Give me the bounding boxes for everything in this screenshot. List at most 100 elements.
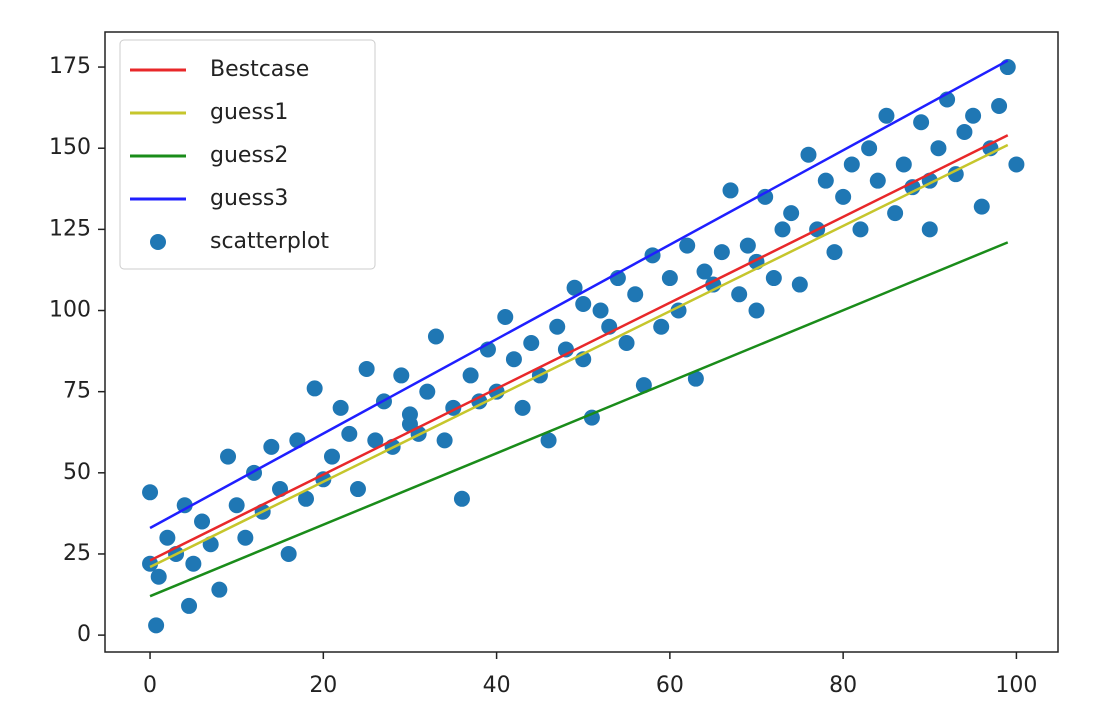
scatter-point	[306, 380, 323, 397]
scatter-point	[228, 497, 245, 514]
scatter-point	[462, 367, 479, 384]
x-tick-label: 0	[143, 673, 157, 698]
scatter-point	[930, 140, 947, 157]
scatter-point	[142, 484, 159, 501]
scatter-point	[185, 555, 202, 572]
scatter-point	[575, 296, 592, 313]
scatter-point	[211, 581, 228, 598]
line-series	[149, 143, 1009, 569]
scatter-point	[497, 309, 514, 326]
scatter-point	[731, 286, 748, 303]
y-tick-label: 25	[63, 541, 91, 566]
scatter-point	[419, 383, 436, 400]
scatter-point	[965, 107, 982, 124]
legend-label: guess2	[210, 143, 288, 168]
scatter-point	[627, 286, 644, 303]
scatter-point	[297, 490, 314, 507]
scatter-point	[332, 399, 349, 416]
scatter-point	[878, 107, 895, 124]
scatter-point	[367, 432, 384, 449]
scatter-point	[956, 123, 973, 140]
scatter-point	[583, 409, 600, 426]
legend-label: Bestcase	[210, 57, 309, 82]
scatter-point	[973, 198, 990, 215]
scatter-point	[280, 545, 297, 562]
scatter-point	[523, 334, 540, 351]
plot-frame	[104, 31, 1059, 653]
line-series	[149, 241, 1009, 598]
scatter-point	[852, 221, 869, 238]
scatter-point	[895, 156, 912, 173]
scatter-point	[843, 156, 860, 173]
scatter-point	[687, 370, 704, 387]
scatter-point	[861, 140, 878, 157]
scatter-point	[722, 182, 739, 199]
scatter-point	[618, 334, 635, 351]
scatter-point	[341, 425, 358, 442]
scatter-point	[393, 367, 410, 384]
scatter-point	[653, 318, 670, 335]
scatter-point	[453, 490, 470, 507]
scatter-point	[349, 481, 366, 498]
scatter-point	[869, 172, 886, 189]
scatter-point	[150, 568, 167, 585]
scatter-point	[566, 279, 583, 296]
scatter-point	[887, 205, 904, 222]
scatter-point	[427, 328, 444, 345]
scatter-point	[540, 432, 557, 449]
scatter-point	[505, 351, 522, 368]
y-tick-label: 125	[49, 216, 91, 241]
scatter-point	[947, 166, 964, 183]
y-tick-label: 0	[77, 622, 91, 647]
scatter-point	[670, 302, 687, 319]
scatter-point	[765, 270, 782, 287]
scatter-point	[323, 448, 340, 465]
x-tick-label: 20	[309, 673, 337, 698]
scatter-point	[800, 146, 817, 163]
scatter-point	[921, 221, 938, 238]
scatter-point	[159, 529, 176, 546]
scatter-point	[826, 244, 843, 261]
scatter-point	[181, 597, 198, 614]
x-tick-label: 80	[829, 673, 857, 698]
x-tick-label: 60	[656, 673, 684, 698]
scatter-point	[791, 276, 808, 293]
scatter-point	[263, 438, 280, 455]
scatter-point	[436, 432, 453, 449]
scatter-point	[913, 114, 930, 131]
scatter-point	[148, 617, 165, 634]
scatter-point	[661, 270, 678, 287]
y-tick-label: 150	[49, 135, 91, 160]
scatter-point	[401, 406, 418, 423]
scatter-point	[471, 393, 488, 410]
scatter-point	[991, 98, 1008, 115]
scatter-point	[696, 263, 713, 280]
y-tick-label: 75	[63, 379, 91, 404]
scatter-point	[549, 318, 566, 335]
x-tick-label: 40	[483, 673, 511, 698]
scatter-point	[679, 237, 696, 254]
legend-label: guess1	[210, 100, 288, 125]
legend-box	[119, 39, 376, 270]
line-series	[149, 59, 1009, 530]
legend-label: guess3	[210, 186, 288, 211]
scatter-point	[1008, 156, 1025, 173]
scatter-point	[220, 448, 237, 465]
scatter-point	[176, 497, 193, 514]
scatter-point	[748, 302, 765, 319]
scatter-point	[783, 205, 800, 222]
scatter-point	[835, 188, 852, 205]
legend-label: scatterplot	[210, 229, 329, 254]
x-tick-label: 100	[995, 673, 1037, 698]
scatter-point	[237, 529, 254, 546]
scatter-point	[635, 377, 652, 394]
scatter-point	[739, 237, 756, 254]
scatter-point	[592, 302, 609, 319]
y-tick-label: 100	[49, 298, 91, 323]
y-tick-label: 50	[63, 460, 91, 485]
scatter-point	[358, 360, 375, 377]
line-series	[149, 134, 1009, 562]
scatter-point	[757, 188, 774, 205]
legend-marker	[150, 234, 166, 250]
